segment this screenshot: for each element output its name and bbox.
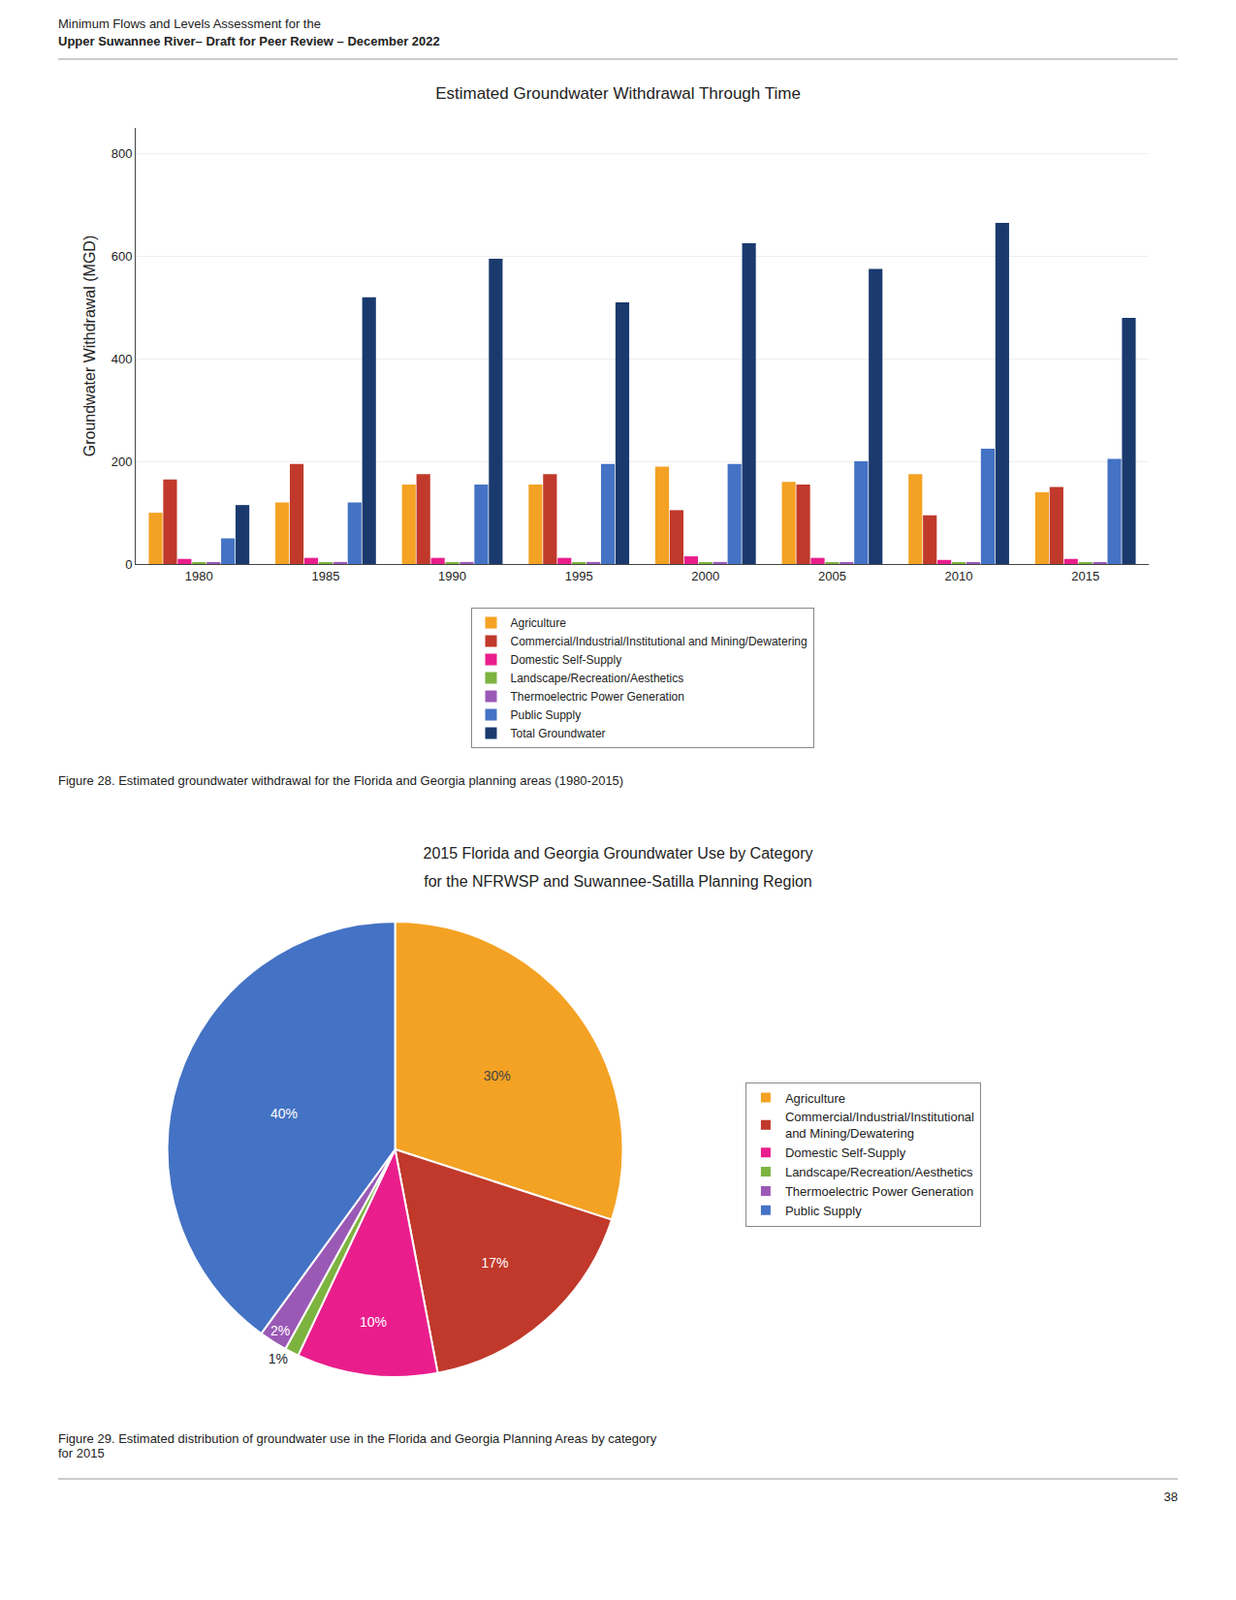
svg-text:40%: 40% (270, 1106, 298, 1122)
svg-text:1%: 1% (268, 1351, 288, 1367)
svg-text:1990: 1990 (438, 569, 467, 584)
svg-text:Estimated Groundwater Withdraw: Estimated Groundwater Withdrawal Through… (435, 84, 801, 103)
svg-text:0: 0 (125, 557, 132, 572)
svg-text:Domestic Self-Supply: Domestic Self-Supply (785, 1145, 907, 1161)
svg-text:Groundwater Withdrawal (MGD): Groundwater Withdrawal (MGD) (81, 235, 98, 458)
svg-text:Total Groundwater: Total Groundwater (510, 727, 606, 741)
html-text:Figure 29. Estimated distribut: Figure 29. Estimated distribution of gro… (58, 1431, 657, 1461)
svg-text:30%: 30% (483, 1068, 511, 1084)
svg-text:Commercial/Industrial/Institut: Commercial/Industrial/Institutional and … (510, 634, 808, 649)
svg-text:600: 600 (111, 249, 133, 264)
svg-text:2015 Florida and Georgia Groun: 2015 Florida and Georgia Groundwater Use… (423, 845, 814, 862)
svg-text:for the NFRWSP and Suwannee-Sa: for the NFRWSP and Suwannee-Satilla Plan… (423, 873, 813, 890)
svg-text:Landscape/Recreation/Aesthetic: Landscape/Recreation/Aesthetics (785, 1165, 974, 1180)
svg-text:1980: 1980 (185, 569, 214, 584)
svg-text:10%: 10% (359, 1314, 387, 1331)
svg-text:800: 800 (111, 146, 133, 161)
svg-text:Agriculture: Agriculture (510, 616, 568, 631)
svg-text:Thermoelectric Power Generatio: Thermoelectric Power Generation (510, 690, 685, 704)
svg-text:Agriculture: Agriculture (785, 1091, 846, 1107)
svg-text:2%: 2% (270, 1323, 290, 1339)
svg-text:1995: 1995 (565, 569, 594, 584)
svg-text:17%: 17% (481, 1255, 509, 1271)
svg-text:Thermoelectric Power Generatio: Thermoelectric Power Generation (785, 1184, 974, 1200)
html-text:Upper Suwannee River– Draft fo: Upper Suwannee River– Draft for Peer Rev… (58, 33, 440, 49)
svg-text:2015: 2015 (1071, 569, 1100, 584)
html-text:Minimum Flows and Levels Asses: Minimum Flows and Levels Assessment for … (58, 16, 321, 32)
svg-text:200: 200 (111, 454, 133, 470)
svg-text:2010: 2010 (945, 569, 974, 584)
svg-text:2000: 2000 (691, 569, 720, 584)
svg-text:2005: 2005 (818, 569, 847, 584)
svg-text:400: 400 (111, 351, 133, 367)
svg-text:Public Supply: Public Supply (510, 708, 582, 723)
html-text:Figure 28. Estimated groundwat: Figure 28. Estimated groundwater withdra… (58, 773, 624, 789)
svg-text:Landscape/Recreation/Aesthetic: Landscape/Recreation/Aesthetics (510, 671, 685, 686)
svg-text:Commercial/Industrial/Institut: Commercial/Industrial/Institutionaland M… (785, 1109, 975, 1141)
svg-text:Public Supply: Public Supply (785, 1204, 862, 1219)
svg-text:1985: 1985 (311, 569, 340, 584)
svg-text:Domestic Self-Supply: Domestic Self-Supply (510, 653, 623, 667)
html-text:38: 38 (1163, 1489, 1178, 1505)
